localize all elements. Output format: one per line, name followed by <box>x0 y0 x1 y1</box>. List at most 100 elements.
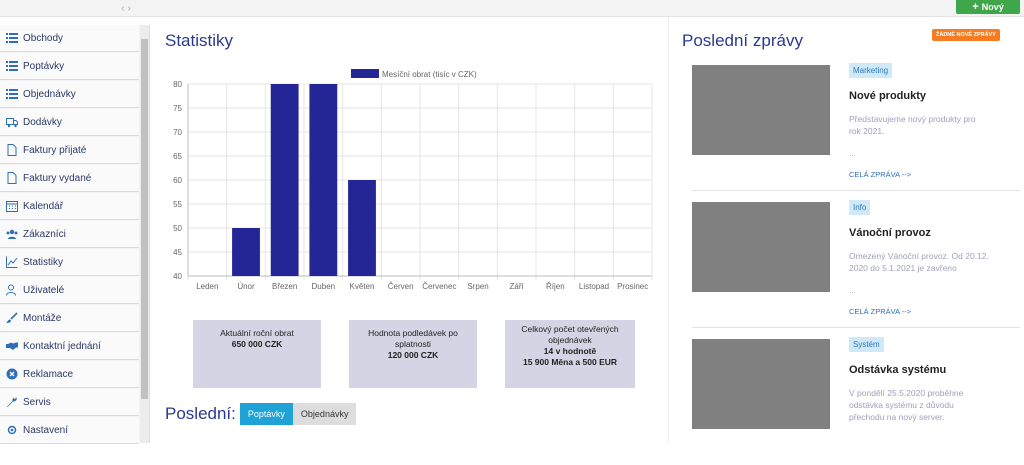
chevron-right-icon[interactable]: › <box>127 3 131 14</box>
news-item-title[interactable]: Vánoční provoz <box>849 227 931 239</box>
chart-bar <box>270 84 299 276</box>
sidebar-scrollbar[interactable] <box>140 25 149 443</box>
sidebar-item-label: Servis <box>23 396 51 408</box>
news-item-title[interactable]: Odstávka systému <box>849 364 947 376</box>
sidebar-item-label: Uživatelé <box>23 284 65 296</box>
y-tick-label: 80 <box>173 80 182 89</box>
card-subvalue: 14 v hodnotě <box>543 346 597 356</box>
card-label: Hodnota podledávek po splatnosti <box>368 328 458 349</box>
calendar-icon <box>6 200 18 212</box>
list-icon <box>6 32 18 44</box>
no-new-messages-badge: ŽÁDNÉ NOVÉ ZPRÁVY <box>932 29 1000 41</box>
chevron-left-icon[interactable]: ‹ <box>121 3 125 14</box>
chart-bar <box>348 180 376 276</box>
news-item-body: Představujeme nový produkty pro rok 2021… <box>849 114 976 136</box>
new-button[interactable]: + Nový <box>956 0 1020 14</box>
users-icon <box>6 228 18 240</box>
news-image <box>692 202 830 292</box>
sidebar-item-nastavení[interactable]: Nastavení <box>0 417 139 444</box>
legend-label: Mesíční obrat (tisíc v CZK) <box>382 70 477 79</box>
sidebar-item-label: Objednávky <box>23 88 76 100</box>
truck-icon <box>6 116 18 128</box>
x-tick-label: Červenec <box>422 282 456 291</box>
summary-cards: Aktuální roční obrat 650 000 CZK Hodnota… <box>193 320 635 406</box>
news-item-ellipsis: ... <box>849 286 856 295</box>
gear-icon <box>6 424 18 436</box>
chart-line-icon <box>6 256 18 268</box>
sidebar-item-label: Reklamace <box>23 368 74 380</box>
sidebar-item-label: Faktury přijaté <box>23 144 87 156</box>
y-tick-label: 70 <box>173 128 182 137</box>
x-tick-label: Září <box>510 282 525 291</box>
sidebar-item-statistiky[interactable]: Statistiky <box>0 249 139 276</box>
user-group-icon <box>6 284 18 296</box>
card-annual-turnover: Aktuální roční obrat 650 000 CZK <box>193 320 321 388</box>
tab-objednavky[interactable]: Objednávky <box>292 403 357 425</box>
sidebar-collapse-control[interactable]: ‹ › <box>116 0 136 17</box>
sidebar-item-faktury-vydané[interactable]: Faktury vydané <box>0 165 139 192</box>
top-bar: ‹ › + Nový <box>0 0 1024 17</box>
news-item: Info Vánoční provoz Omezený Vánoční prov… <box>692 194 1020 328</box>
sidebar-item-uživatelé[interactable]: Uživatelé <box>0 277 139 304</box>
wrench-icon <box>6 396 18 408</box>
news-item-title[interactable]: Nové produkty <box>849 90 927 102</box>
sidebar-item-obchody[interactable]: Obchody <box>0 25 139 52</box>
x-tick-label: Leden <box>196 282 218 291</box>
sidebar-item-kontaktní-jednání[interactable]: Kontaktní jednání <box>0 333 139 360</box>
sidebar-item-zákazníci[interactable]: Zákazníci <box>0 221 139 248</box>
sidebar-item-servis[interactable]: Servis <box>0 389 139 416</box>
x-tick-label: Říjen <box>546 282 565 291</box>
x-tick-label: Únor <box>237 282 255 291</box>
sidebar-item-dodávky[interactable]: Dodávky <box>0 109 139 136</box>
card-label: Aktuální roční obrat <box>220 328 294 338</box>
sidebar-item-montáže[interactable]: Montáže <box>0 305 139 332</box>
news-item-ellipsis: ... <box>849 149 856 158</box>
last-section: Poslední: Poptávky Objednávky <box>165 403 357 425</box>
news-category[interactable]: Marketing <box>849 63 893 78</box>
y-tick-label: 40 <box>173 272 182 281</box>
tab-poptavky[interactable]: Poptávky <box>239 403 293 425</box>
last-label: Poslední: <box>165 404 236 423</box>
y-tick-label: 45 <box>173 248 182 257</box>
news-item: Systém Odstávka systému V pondělí 25.5.2… <box>692 331 1020 465</box>
file-icon <box>6 144 18 156</box>
news-title: Poslední zprávy <box>682 31 803 50</box>
sidebar-item-objednávky[interactable]: Objednávky <box>0 81 139 108</box>
x-tick-label: Červen <box>388 282 414 291</box>
x-tick-label: Květen <box>350 282 375 291</box>
card-label: Celkový počet otevřených objednávek <box>521 324 619 345</box>
news-panel: Poslední zprávy ŽÁDNÉ NOVÉ ZPRÁVY Market… <box>672 17 1024 443</box>
sidebar-item-label: Dodávky <box>23 116 62 128</box>
news-item: Marketing Nové produkty Představujeme no… <box>692 57 1020 191</box>
chart-bar <box>309 84 338 276</box>
y-tick-label: 60 <box>173 176 182 185</box>
card-value: 650 000 CZK <box>231 339 283 349</box>
handshake-icon <box>6 340 18 352</box>
sidebar-item-faktury-přijaté[interactable]: Faktury přijaté <box>0 137 139 164</box>
news-image <box>692 339 830 429</box>
sidebar-scrollbar-thumb[interactable] <box>141 39 148 399</box>
sidebar-item-label: Faktury vydané <box>23 172 92 184</box>
news-category[interactable]: Systém <box>849 337 884 352</box>
read-more-link[interactable]: CELÁ ZPRÁVA --> <box>849 307 912 316</box>
news-image <box>692 65 830 155</box>
sidebar-item-reklamace[interactable]: Reklamace <box>0 361 139 388</box>
x-tick-label: Duben <box>312 282 336 291</box>
card-open-orders: Celkový počet otevřených objednávek 14 v… <box>505 320 635 388</box>
sidebar-item-label: Montáže <box>23 312 62 324</box>
sidebar-item-label: Kalendář <box>23 200 64 212</box>
sidebar-item-kalendář[interactable]: Kalendář <box>0 193 139 220</box>
x-tick-label: Listopad <box>579 282 609 291</box>
brush-icon <box>6 312 18 324</box>
y-tick-label: 55 <box>173 200 182 209</box>
plus-icon: + <box>972 1 979 13</box>
read-more-link[interactable]: CELÁ ZPRÁVA --> <box>849 170 912 179</box>
sidebar-item-label: Obchody <box>23 32 64 44</box>
sidebar-item-label: Nastavení <box>23 424 69 436</box>
panel-divider <box>668 17 669 443</box>
y-tick-label: 50 <box>173 224 182 233</box>
sidebar-item-poptávky[interactable]: Poptávky <box>0 53 139 80</box>
news-category[interactable]: Info <box>849 200 871 215</box>
statistics-panel: Statistiky 40 45 50 55 60 65 70 75 80 Leden Únor Bř… <box>155 17 670 443</box>
card-overdue-receivables: Hodnota podledávek po splatnosti 120 000… <box>349 320 477 388</box>
